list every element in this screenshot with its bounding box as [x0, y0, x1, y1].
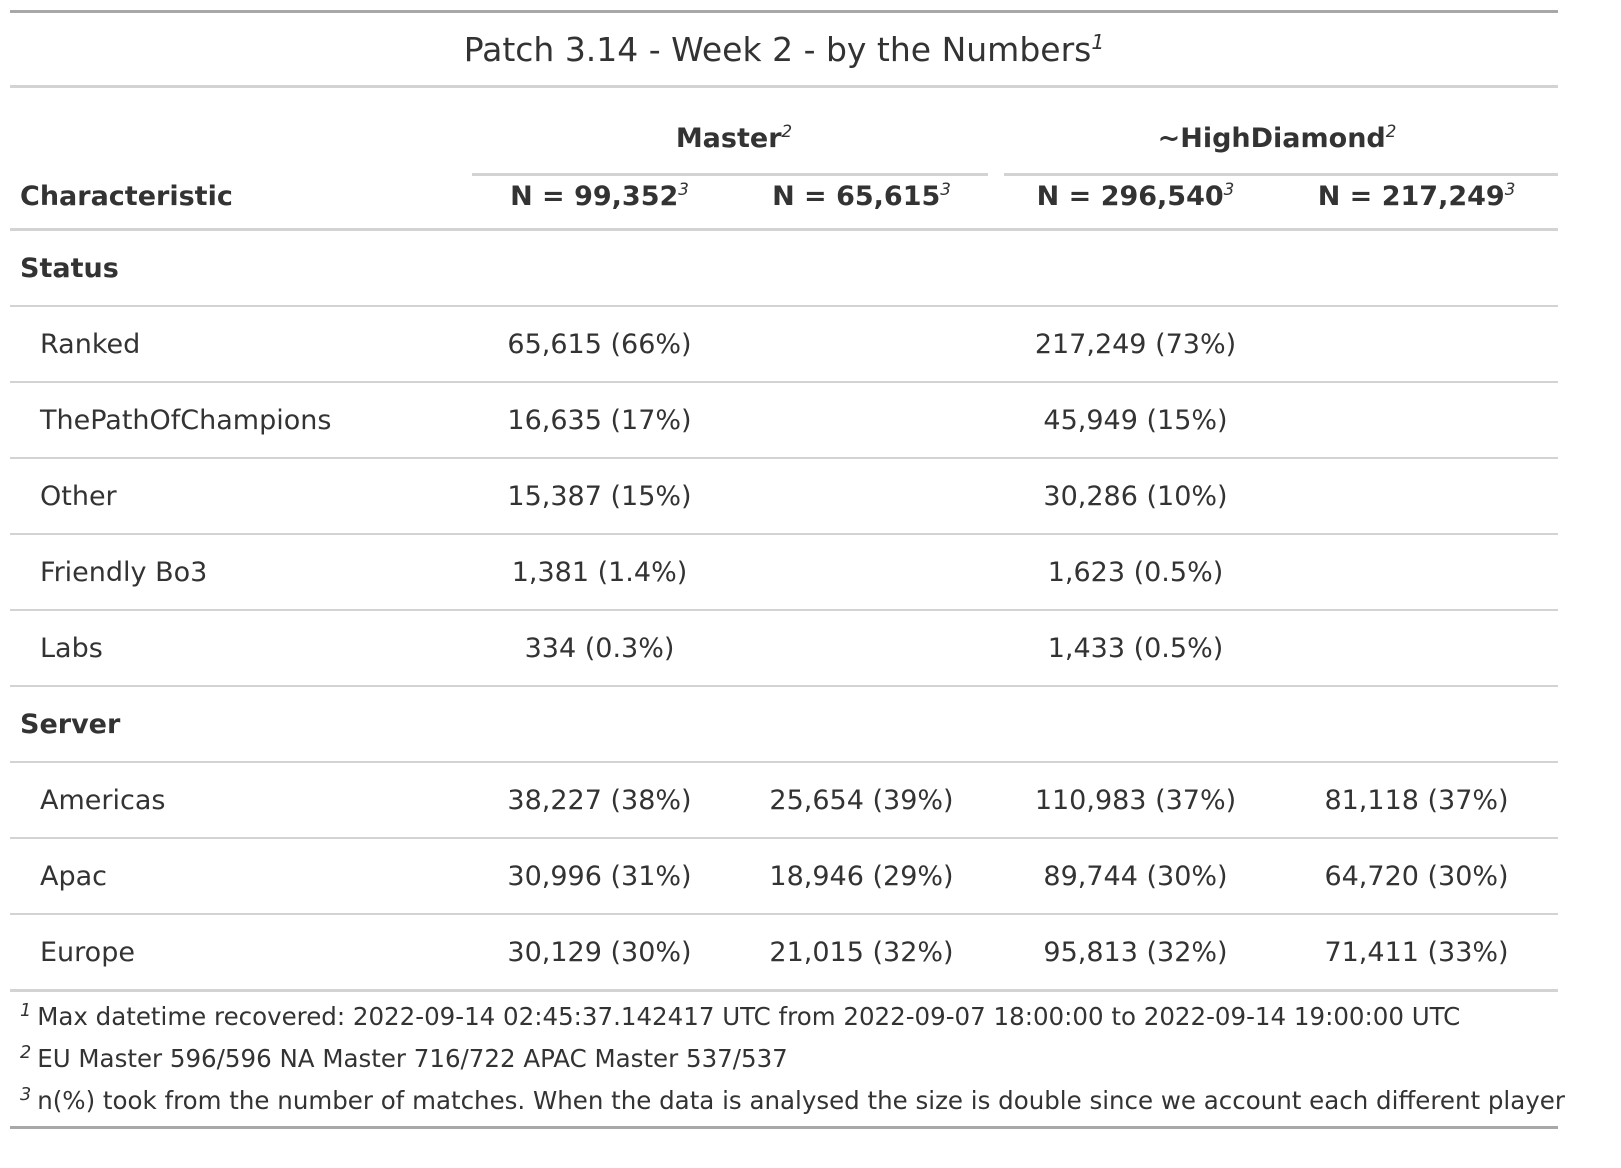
table-cell: 30,996 (31%) [472, 838, 727, 915]
table-cell: 1,381 (1.4%) [472, 534, 727, 611]
row-label: Americas [10, 762, 472, 839]
table-cell [1275, 382, 1559, 459]
table-row: Ranked 65,615 (66%) 217,249 (73%) [10, 306, 1559, 383]
table-cell [1275, 306, 1559, 383]
summary-table-container: Patch 3.14 - Week 2 - by the Numbers1 Ma… [10, 10, 1565, 1129]
row-label: ThePathOfChampions [10, 382, 472, 459]
table-cell: 16,635 (17%) [472, 382, 727, 459]
row-label: Europe [10, 914, 472, 992]
row-label: Friendly Bo3 [10, 534, 472, 611]
table-row: Americas 38,227 (38%) 25,654 (39%) 110,9… [10, 762, 1559, 839]
table-cell: 71,411 (33%) [1275, 914, 1559, 992]
spanner-rule [1004, 173, 1559, 176]
table-cell [727, 610, 996, 687]
table-row: Apac 30,996 (31%) 18,946 (29%) 89,744 (3… [10, 838, 1559, 915]
table-cell [1275, 610, 1559, 687]
table-cell: 110,983 (37%) [996, 762, 1275, 839]
table-cell [1275, 458, 1559, 535]
row-label: Ranked [10, 306, 472, 383]
table-cell: 30,286 (10%) [996, 458, 1275, 535]
row-label: Labs [10, 610, 472, 687]
bottom-rule [10, 1126, 1558, 1129]
title-footnote-mark: 1 [1091, 29, 1105, 54]
column-header-characteristic: Characteristic [10, 164, 472, 231]
spanner-highdiamond: ~HighDiamond2 [996, 87, 1559, 176]
row-label: Apac [10, 838, 472, 915]
table-cell: 1,623 (0.5%) [996, 534, 1275, 611]
spanner-master: Master2 [472, 87, 996, 176]
table-cell: 95,813 (32%) [996, 914, 1275, 992]
table-cell: 89,744 (30%) [996, 838, 1275, 915]
table-cell: 30,129 (30%) [472, 914, 727, 992]
table-cell [727, 382, 996, 459]
table-cell: 65,615 (66%) [472, 306, 727, 383]
footnote: 2 EU Master 596/596 NA Master 716/722 APA… [20, 1042, 788, 1073]
group-label-server: Server [10, 686, 1559, 763]
footnotes: 1 Max datetime recovered: 2022-09-14 02:4… [10, 992, 1565, 1122]
footnote: 3 n(%) took from the number of matches. W… [20, 1084, 1565, 1115]
table-row: Other 15,387 (15%) 30,286 (10%) [10, 458, 1559, 535]
table-cell: 25,654 (39%) [727, 762, 996, 839]
table-title: Patch 3.14 - Week 2 - by the Numbers1 [10, 13, 1559, 88]
table-cell: 217,249 (73%) [996, 306, 1275, 383]
group-label-status: Status [10, 229, 1559, 307]
table-row: Labs 334 (0.3%) 1,433 (0.5%) [10, 610, 1559, 687]
table-cell: 334 (0.3%) [472, 610, 727, 687]
table-cell: 18,946 (29%) [727, 838, 996, 915]
table-cell: 64,720 (30%) [1275, 838, 1559, 915]
top-rule [10, 10, 1558, 13]
table-row: ThePathOfChampions 16,635 (17%) 45,949 (… [10, 382, 1559, 459]
row-label: Other [10, 458, 472, 535]
table-cell: 45,949 (15%) [996, 382, 1275, 459]
table-cell [727, 306, 996, 383]
table-cell: 21,015 (32%) [727, 914, 996, 992]
table-cell [727, 458, 996, 535]
table-row: Friendly Bo3 1,381 (1.4%) 1,623 (0.5%) [10, 534, 1559, 611]
table-cell [1275, 534, 1559, 611]
table-cell: 1,433 (0.5%) [996, 610, 1275, 687]
summary-table: Patch 3.14 - Week 2 - by the Numbers1 Ma… [10, 13, 1559, 992]
table-cell [727, 534, 996, 611]
table-row: Europe 30,129 (30%) 21,015 (32%) 95,813 … [10, 914, 1559, 992]
table-cell: 81,118 (37%) [1275, 762, 1559, 839]
table-cell: 38,227 (38%) [472, 762, 727, 839]
table-cell: 15,387 (15%) [472, 458, 727, 535]
footnote: 1 Max datetime recovered: 2022-09-14 02:4… [20, 1000, 1461, 1031]
spanner-rule [472, 173, 988, 176]
